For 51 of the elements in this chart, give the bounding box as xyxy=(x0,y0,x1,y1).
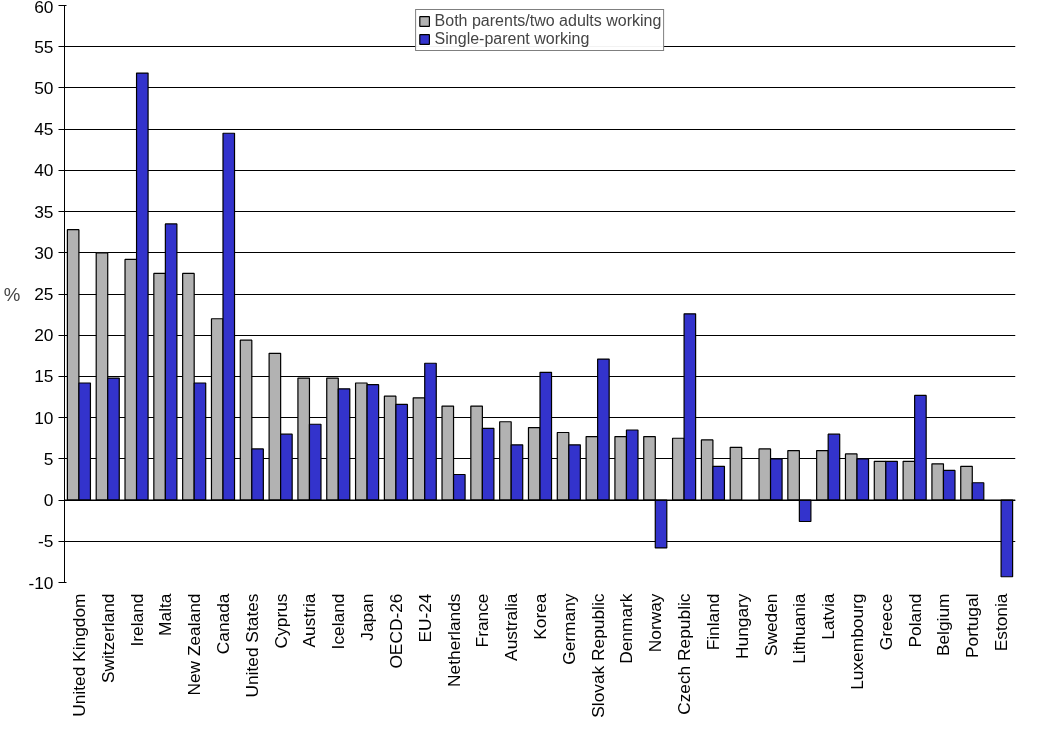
y-tick-label: -10 xyxy=(28,572,54,593)
x-tick-label: Poland xyxy=(904,593,925,648)
y-tick-label: 30 xyxy=(34,242,54,263)
x-tick-label: Finland xyxy=(702,593,723,651)
x-tick-label: New Zealand xyxy=(184,593,205,696)
x-tick-label: United States xyxy=(241,593,262,698)
x-tick-label: Denmark xyxy=(616,593,637,664)
y-tick-label: 15 xyxy=(34,366,54,387)
x-tick-label: Netherlands xyxy=(443,593,464,687)
y-tick-label: 60 xyxy=(34,0,54,17)
x-tick-label: Portugal xyxy=(962,593,983,659)
y-tick-label: 50 xyxy=(34,77,54,98)
x-tick-label: OECD-26 xyxy=(385,593,406,669)
x-tick-label: Cyprus xyxy=(270,593,291,649)
x-tick-label: Belgium xyxy=(933,593,954,657)
x-tick-label: Latvia xyxy=(818,593,839,640)
x-tick-label: Japan xyxy=(357,593,378,641)
y-tick-label: 10 xyxy=(34,407,54,428)
x-tick-label: Czech Republic xyxy=(674,593,695,715)
x-tick-label: Canada xyxy=(213,593,233,655)
y-tick-label: 40 xyxy=(34,160,54,181)
x-tick-label: Iceland xyxy=(328,593,349,650)
y-tick-label: 5 xyxy=(43,448,54,469)
x-tick-label: Sweden xyxy=(760,593,781,657)
x-tick-label: Ireland xyxy=(126,593,147,647)
y-tick-label: -5 xyxy=(38,531,54,552)
legend-label: Both parents/two adults working xyxy=(434,12,662,30)
x-tick-label: Austria xyxy=(299,593,320,648)
y-tick-label: 25 xyxy=(34,284,54,304)
x-tick-label: Luxembourg xyxy=(847,593,867,690)
x-tick-label: EU-24 xyxy=(414,593,435,643)
y-tick-label: 20 xyxy=(34,325,54,346)
x-tick-label: Malta xyxy=(155,593,176,636)
x-tick-label: Hungary xyxy=(731,593,752,659)
x-tick-label: Slovak Republic xyxy=(587,593,608,718)
legend-label: Single-parent working xyxy=(434,30,590,48)
x-tick-label: Korea xyxy=(530,593,550,640)
x-tick-label: Australia xyxy=(501,593,522,661)
x-tick-label: Greece xyxy=(875,593,896,651)
x-tick-label: Germany xyxy=(558,593,579,665)
y-tick-label: 55 xyxy=(34,36,54,57)
x-tick-label: Lithuania xyxy=(789,593,810,664)
x-tick-label: Estonia xyxy=(991,593,1012,652)
x-tick-label: Switzerland xyxy=(97,593,118,684)
x-tick-label: France xyxy=(472,593,493,648)
y-tick-label: 0 xyxy=(43,490,54,511)
x-tick-label: Norway xyxy=(645,593,666,653)
y-axis-title: % xyxy=(3,283,21,305)
y-tick-label: 35 xyxy=(34,201,54,222)
y-tick-label: 45 xyxy=(34,119,54,140)
x-tick-label: United Kingdom xyxy=(68,593,89,717)
